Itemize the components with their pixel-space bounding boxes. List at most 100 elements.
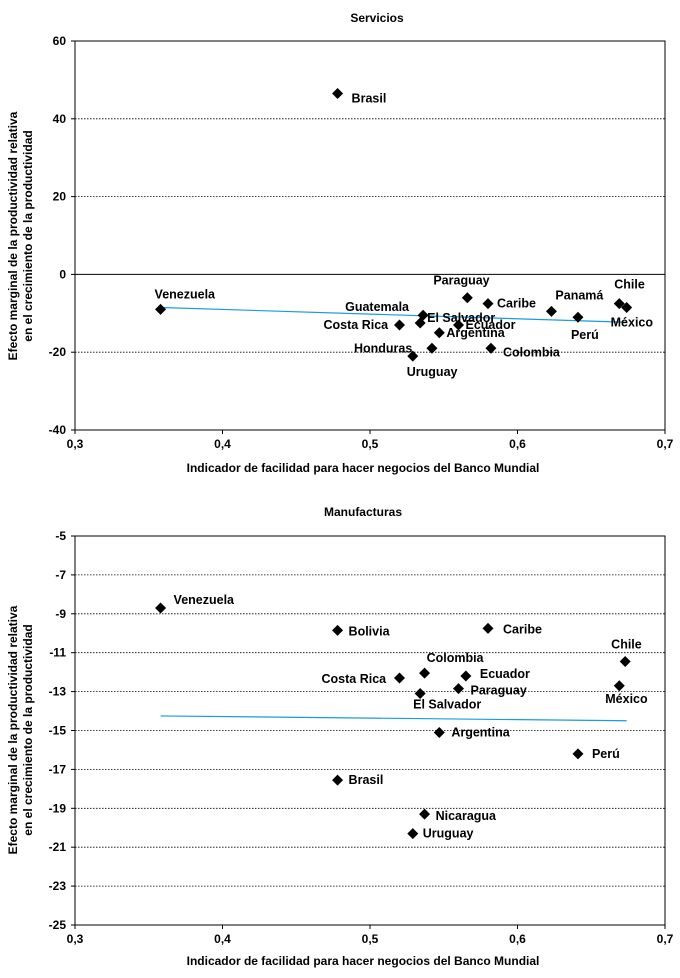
- point-argentina: [433, 327, 445, 339]
- y-tick-label: -5: [55, 529, 66, 543]
- point-mexico: [621, 301, 633, 313]
- point-colombia: [419, 667, 431, 679]
- y-axis-label-line-1: Efecto marginal de la productividad rela…: [6, 605, 20, 854]
- chart-title: Manufacturas: [324, 505, 402, 519]
- point-label-argentina: Argentina: [451, 725, 510, 739]
- point-label-argentina: Argentina: [446, 326, 505, 340]
- point-label-panama: Panamá: [555, 288, 603, 302]
- x-tick-label: 0,6: [509, 437, 526, 451]
- point-brasil: [332, 88, 344, 100]
- y-tick-label: 0: [59, 267, 66, 281]
- x-tick-label: 0,5: [362, 437, 379, 451]
- x-tick-label: 0,3: [67, 932, 84, 946]
- y-tick-label: -20: [49, 345, 67, 359]
- point-chile: [613, 298, 625, 310]
- point-label-peru: Perú: [592, 747, 620, 761]
- point-label-paraguay: Paraguay: [471, 684, 527, 698]
- y-tick-label: -9: [55, 607, 66, 621]
- point-label-caribe: Caribe: [503, 622, 542, 636]
- x-tick-label: 0,7: [657, 437, 674, 451]
- point-peru: [572, 748, 584, 760]
- point-label-colombia: Colombia: [427, 651, 485, 665]
- y-tick-label: -11: [49, 646, 66, 660]
- point-label-brasil: Brasil: [352, 92, 387, 106]
- point-panama: [545, 305, 557, 317]
- point-bolivia: [332, 624, 344, 636]
- point-chile: [619, 655, 631, 667]
- point-mexico: [613, 680, 625, 692]
- y-tick-label: -21: [49, 840, 67, 854]
- x-tick-label: 0,3: [67, 437, 84, 451]
- x-tick-label: 0,7: [657, 932, 674, 946]
- point-venezuela: [155, 303, 167, 315]
- point-brasil: [332, 774, 344, 786]
- y-tick-label: -17: [49, 762, 67, 776]
- x-tick-label: 0,5: [362, 932, 379, 946]
- point-label-honduras: Honduras: [354, 341, 412, 355]
- point-caribe: [482, 622, 494, 634]
- trend-line: [160, 306, 627, 323]
- chart-manufacturas: Manufacturas Efecto marginal de la produ…: [6, 505, 674, 968]
- y-tick-label: 20: [53, 190, 67, 204]
- point-label-el-salvador: El Salvador: [413, 698, 481, 712]
- x-axis-label: Indicador de facilidad para hacer negoci…: [187, 461, 540, 475]
- point-label-nicaragua: Nicaragua: [436, 809, 497, 823]
- point-label-costa-rica: Costa Rica: [322, 672, 388, 686]
- point-label-chile: Chile: [611, 637, 642, 651]
- point-venezuela: [155, 602, 167, 614]
- chart-title: Servicios: [350, 11, 404, 25]
- point-label-venezuela: Venezuela: [155, 287, 216, 301]
- point-label-venezuela: Venezuela: [174, 593, 235, 607]
- y-axis-label: Efecto marginal de la productividad rela…: [6, 605, 35, 854]
- point-el-salvador: [414, 688, 426, 700]
- point-label-peru: Perú: [571, 328, 599, 342]
- point-peru: [572, 311, 584, 323]
- y-tick-label: -23: [49, 879, 67, 893]
- point-label-mexico: México: [611, 315, 654, 329]
- point-paraguay: [453, 683, 464, 695]
- point-label-caribe: Caribe: [497, 297, 536, 311]
- point-argentina: [433, 726, 445, 738]
- y-tick-label: -15: [49, 724, 67, 738]
- point-label-costa-rica: Costa Rica: [324, 318, 390, 332]
- chart-servicios: Servicios Efecto marginal de la producti…: [6, 11, 674, 475]
- point-caribe: [482, 298, 494, 310]
- point-costa-rica: [394, 672, 405, 684]
- point-el-salvador: [414, 317, 426, 329]
- point-label-chile: Chile: [614, 278, 645, 292]
- point-label-brasil: Brasil: [349, 773, 384, 787]
- plot-frame: [74, 535, 666, 926]
- point-honduras: [426, 342, 438, 354]
- point-label-el-salvador: El Salvador: [427, 311, 495, 325]
- point-nicaragua: [419, 808, 431, 820]
- y-axis-label: Efecto marginal de la productividad rela…: [6, 111, 35, 360]
- point-ecuador: [453, 319, 464, 331]
- trend-line: [160, 715, 627, 722]
- x-tick-label: 0,4: [214, 932, 231, 946]
- x-axis-label: Indicador de facilidad para hacer negoci…: [187, 954, 540, 968]
- point-label-guatemala: Guatemala: [345, 300, 410, 314]
- point-paraguay: [461, 292, 473, 304]
- point-colombia: [485, 342, 497, 354]
- y-tick-label: 60: [53, 34, 67, 48]
- y-axis-label-line-2: en el crecimiento de la productividad: [21, 624, 35, 835]
- point-uruguay: [407, 350, 419, 362]
- point-label-ecuador: Ecuador: [466, 318, 516, 332]
- y-axis-label-line-2: en el crecimiento de la productividad: [21, 130, 35, 341]
- point-label-mexico: México: [605, 692, 648, 706]
- point-label-bolivia: Bolivia: [349, 624, 391, 638]
- point-label-uruguay: Uruguay: [407, 365, 458, 379]
- plot-frame: [74, 40, 666, 431]
- point-label-paraguay: Paraguay: [433, 274, 489, 288]
- point-uruguay: [407, 828, 419, 840]
- point-costa-rica: [394, 319, 405, 331]
- y-tick-label: -25: [49, 918, 67, 932]
- x-tick-label: 0,4: [214, 437, 231, 451]
- y-tick-label: -7: [55, 568, 66, 582]
- x-tick-label: 0,6: [509, 932, 526, 946]
- y-tick-label: -40: [49, 423, 67, 437]
- y-tick-label: -19: [49, 801, 67, 815]
- y-tick-label: -13: [49, 685, 67, 699]
